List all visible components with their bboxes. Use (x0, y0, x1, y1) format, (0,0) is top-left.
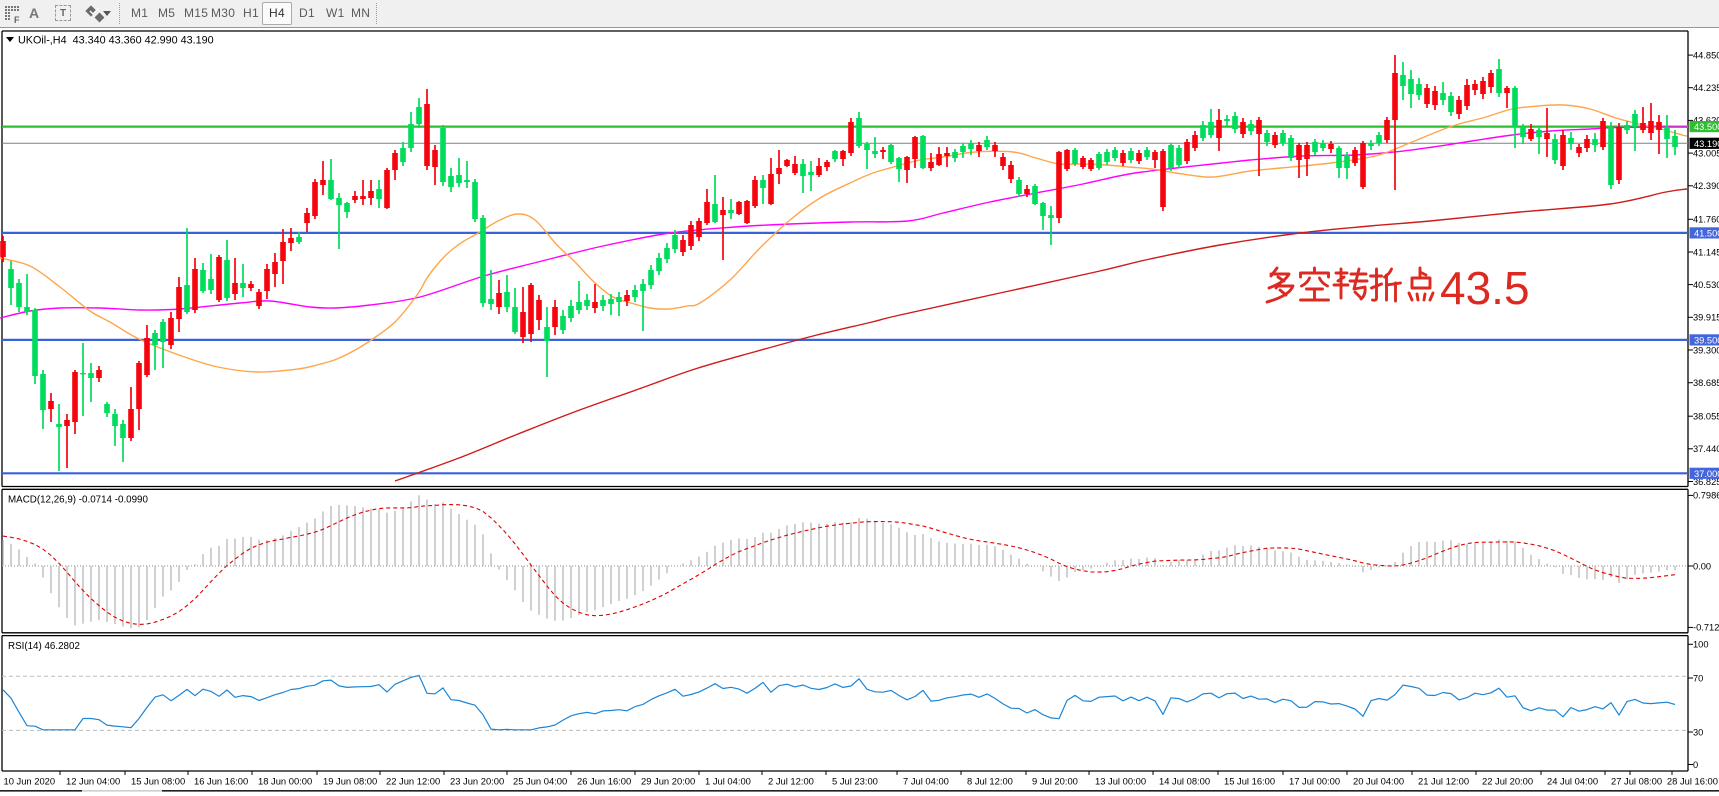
svg-text:7 Jul 04:00: 7 Jul 04:00 (903, 776, 949, 787)
svg-text:29 Jun 20:00: 29 Jun 20:00 (641, 776, 695, 787)
svg-text:12 Jun 04:00: 12 Jun 04:00 (66, 776, 120, 787)
svg-text:23 Jun 20:00: 23 Jun 20:00 (450, 776, 504, 787)
svg-text:38.055: 38.055 (1693, 412, 1719, 422)
svg-text:39.300: 39.300 (1693, 345, 1719, 355)
svg-text:21 Jul 12:00: 21 Jul 12:00 (1418, 776, 1469, 787)
svg-text:44.235: 44.235 (1693, 83, 1719, 93)
svg-text:22 Jun 12:00: 22 Jun 12:00 (386, 776, 440, 787)
svg-text:0.7986: 0.7986 (1693, 491, 1719, 501)
svg-text:41.760: 41.760 (1693, 215, 1719, 225)
svg-text:MACD(12,26,9) -0.0714 -0.0990: MACD(12,26,9) -0.0714 -0.0990 (8, 494, 149, 505)
svg-text:5 Jul 23:00: 5 Jul 23:00 (832, 776, 878, 787)
svg-text:17 Jul 00:00: 17 Jul 00:00 (1289, 776, 1340, 787)
svg-text:42.390: 42.390 (1693, 181, 1719, 191)
svg-text:24 Jul 04:00: 24 Jul 04:00 (1547, 776, 1598, 787)
svg-text:14 Jul 08:00: 14 Jul 08:00 (1159, 776, 1210, 787)
svg-text:26 Jun 16:00: 26 Jun 16:00 (577, 776, 631, 787)
svg-text:F: F (14, 15, 20, 25)
svg-text:22 Jul 20:00: 22 Jul 20:00 (1482, 776, 1533, 787)
svg-text:28 Jul 16:00: 28 Jul 16:00 (1667, 776, 1718, 787)
svg-text:36.825: 36.825 (1693, 477, 1719, 487)
svg-text:20 Jul 04:00: 20 Jul 04:00 (1353, 776, 1404, 787)
svg-text:9 Jul 20:00: 9 Jul 20:00 (1032, 776, 1078, 787)
svg-text:15 Jul 16:00: 15 Jul 16:00 (1224, 776, 1275, 787)
svg-text:44.850: 44.850 (1693, 50, 1719, 60)
svg-text:43.005: 43.005 (1693, 148, 1719, 158)
svg-text:70: 70 (1693, 673, 1703, 683)
svg-text:2 Jul 12:00: 2 Jul 12:00 (768, 776, 814, 787)
svg-text:43.5: 43.5 (1440, 262, 1530, 314)
svg-text:27 Jul 08:00: 27 Jul 08:00 (1611, 776, 1662, 787)
svg-text:1 Jul 04:00: 1 Jul 04:00 (705, 776, 751, 787)
svg-text:40.530: 40.530 (1693, 280, 1719, 290)
svg-text:19 Jun 08:00: 19 Jun 08:00 (323, 776, 377, 787)
svg-text:39.500: 39.500 (1694, 335, 1719, 345)
svg-text:38.685: 38.685 (1693, 378, 1719, 388)
svg-text:15 Jun 08:00: 15 Jun 08:00 (131, 776, 185, 787)
svg-text:41.500: 41.500 (1694, 228, 1719, 238)
svg-text:43.500: 43.500 (1694, 122, 1719, 132)
svg-text:25 Jun 04:00: 25 Jun 04:00 (513, 776, 567, 787)
svg-text:10 Jun 2020: 10 Jun 2020 (4, 776, 56, 787)
svg-text:39.915: 39.915 (1693, 313, 1719, 323)
svg-text:UKOil-,H4 43.340 43.360 42.99: UKOil-,H4 43.340 43.360 42.990 43.190 (18, 34, 214, 46)
svg-text:18 Jun 00:00: 18 Jun 00:00 (258, 776, 312, 787)
svg-text:0.00: 0.00 (1693, 561, 1711, 571)
svg-text:30: 30 (1693, 727, 1703, 737)
svg-text:41.145: 41.145 (1693, 247, 1719, 257)
svg-text:RSI(14) 46.2802: RSI(14) 46.2802 (8, 641, 80, 652)
svg-text:100: 100 (1693, 640, 1709, 650)
svg-text:43.620: 43.620 (1693, 116, 1719, 126)
svg-text:13 Jul 00:00: 13 Jul 00:00 (1095, 776, 1146, 787)
svg-text:43.190: 43.190 (1694, 139, 1719, 149)
svg-text:0: 0 (1693, 760, 1698, 770)
svg-text:8 Jul 12:00: 8 Jul 12:00 (967, 776, 1013, 787)
svg-text:37.440: 37.440 (1693, 444, 1719, 454)
svg-text:-0.7124: -0.7124 (1693, 623, 1719, 633)
svg-text:37.000: 37.000 (1694, 469, 1719, 479)
svg-text:16 Jun 16:00: 16 Jun 16:00 (194, 776, 248, 787)
